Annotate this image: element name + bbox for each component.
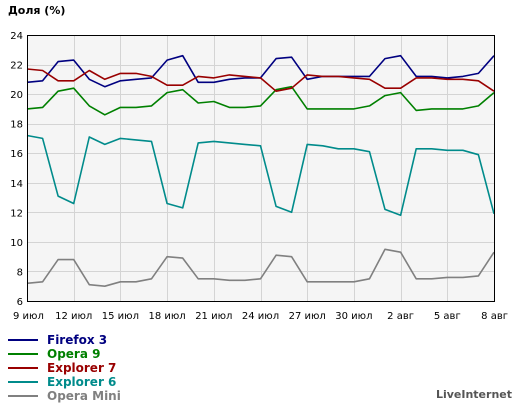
y-tick-label: 22 <box>10 61 23 72</box>
y-tick-label: 14 <box>10 179 23 190</box>
legend: Firefox 3 Opera 9 Explorer 7 Explorer 6 Oper… <box>8 333 121 403</box>
legend-label: Explorer 6 <box>47 375 117 389</box>
series-line-explorer-6 <box>26 134 495 217</box>
x-tick-label: 2 авг <box>387 311 414 322</box>
x-tick-label: 8 авг <box>481 311 508 322</box>
legend-label: Explorer 7 <box>47 361 117 375</box>
x-tick-label: 21 июл <box>195 311 232 322</box>
y-tick-label: 18 <box>10 120 23 131</box>
legend-item-opera-mini: Opera Mini <box>8 389 121 403</box>
legend-swatch <box>8 395 38 397</box>
y-ticks: 6 8 10 12 14 16 18 20 22 24 <box>10 31 23 308</box>
legend-label: Opera 9 <box>47 347 101 361</box>
legend-item-explorer-6: Explorer 6 <box>8 375 121 389</box>
y-tick-label: 16 <box>10 149 23 160</box>
x-tick-label: 30 июл <box>335 311 372 322</box>
legend-swatch <box>8 339 38 341</box>
y-tick-label: 8 <box>17 267 23 278</box>
legend-item-opera-9: Opera 9 <box>8 347 121 361</box>
chart: Доля (%) 6 8 10 12 14 16 18 20 22 24 9 июл 12 июл 1… <box>8 4 508 322</box>
y-tick-label: 12 <box>10 208 23 219</box>
x-tick-label: 24 июл <box>242 311 279 322</box>
series-lines <box>26 54 495 288</box>
plot-frame <box>27 35 495 302</box>
x-tick-label: 9 июл <box>13 311 44 322</box>
legend-label: Firefox 3 <box>47 333 108 347</box>
legend-swatch <box>8 381 38 383</box>
legend-swatch <box>8 353 38 355</box>
y-tick-label: 10 <box>10 238 23 249</box>
y-tick-label: 20 <box>10 90 23 101</box>
x-tick-label: 12 июл <box>55 311 92 322</box>
series-line-opera-9 <box>26 85 495 116</box>
legend-item-explorer-7: Explorer 7 <box>8 361 121 375</box>
x-tick-label: 27 июл <box>289 311 326 322</box>
series-line-opera-mini <box>26 248 495 288</box>
legend-item-firefox-3: Firefox 3 <box>8 333 121 347</box>
brand-label: LiveInternet <box>435 388 512 401</box>
legend-label: Opera Mini <box>47 389 121 403</box>
y-axis-label: Доля (%) <box>8 4 65 17</box>
y-tick-label: 24 <box>10 31 23 42</box>
x-ticks: 9 июл 12 июл 15 июл 18 июл 21 июл 24 июл 27 ию… <box>13 311 508 322</box>
x-tick-label: 5 авг <box>434 311 461 322</box>
x-tick-label: 18 июл <box>148 311 185 322</box>
x-tick-label: 15 июл <box>102 311 139 322</box>
legend-swatch <box>8 367 38 369</box>
y-tick-label: 6 <box>17 297 23 308</box>
series-line-explorer-7 <box>26 68 495 92</box>
